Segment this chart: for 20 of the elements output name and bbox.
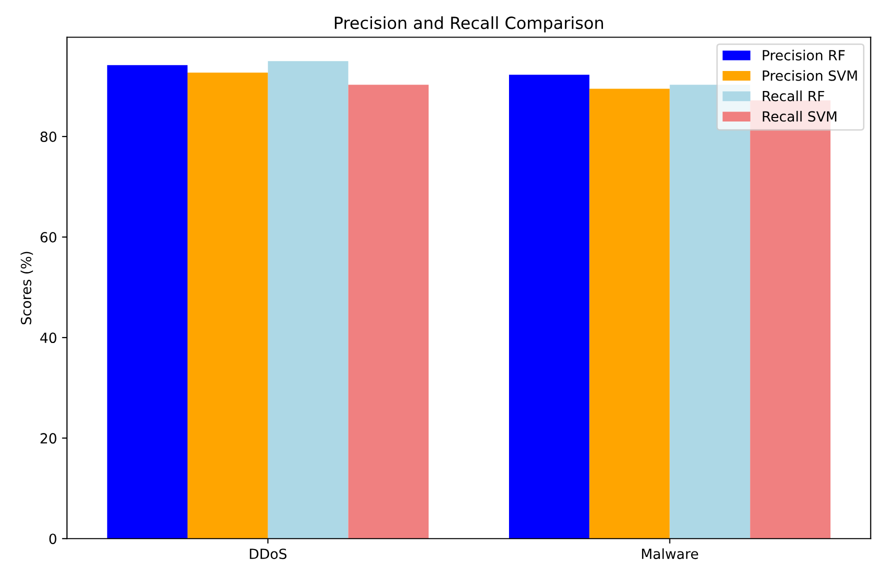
y-tick-label: 0: [49, 534, 56, 544]
x-tick-label: DDoS: [250, 548, 286, 560]
bar: [188, 72, 268, 539]
bar: [107, 65, 188, 539]
legend-label: Recall RF: [762, 90, 824, 102]
bar: [589, 88, 670, 539]
chart-title: Precision and Recall Comparison: [334, 16, 603, 32]
bar: [670, 84, 750, 539]
legend-label: Precision RF: [762, 50, 845, 60]
x-tick-label: Malware: [642, 548, 698, 560]
y-tick-label: 20: [40, 433, 56, 444]
bar: [348, 84, 429, 539]
y-axis-title: Scores (%): [20, 252, 33, 324]
y-tick-label: 80: [40, 131, 56, 142]
bar: [509, 74, 590, 539]
y-tick-label: 60: [40, 232, 56, 243]
legend-label: Precision SVM: [762, 70, 857, 81]
bar: [268, 61, 348, 539]
y-tick-label: 40: [40, 332, 56, 344]
legend-label: Recall SVM: [762, 110, 836, 122]
